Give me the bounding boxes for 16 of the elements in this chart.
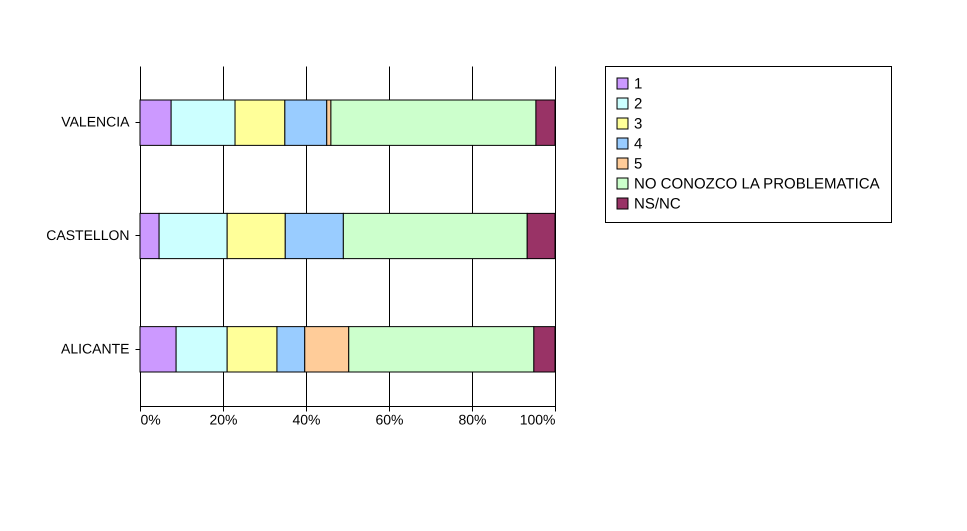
legend-label: NO CONOZCO LA PROBLEMATICA [634, 176, 880, 192]
x-tick-label: 40% [292, 412, 321, 428]
x-tick-label: 0% [140, 412, 161, 428]
legend-label: NS/NC [634, 196, 681, 212]
y-tick-label: CASTELLON [46, 227, 130, 243]
x-tick-label: 20% [209, 412, 238, 428]
y-tick-label: VALENCIA [61, 114, 130, 130]
x-tick-label: 100% [520, 412, 556, 428]
legend-label: 3 [634, 116, 642, 132]
legend-label: 2 [634, 96, 642, 112]
legend-label: 5 [634, 156, 642, 172]
legend-label: 1 [634, 76, 642, 92]
legend-label: 4 [634, 136, 642, 152]
x-tick-label: 60% [375, 412, 404, 428]
x-tick-label: 80% [458, 412, 487, 428]
y-tick-label: ALICANTE [61, 340, 130, 356]
